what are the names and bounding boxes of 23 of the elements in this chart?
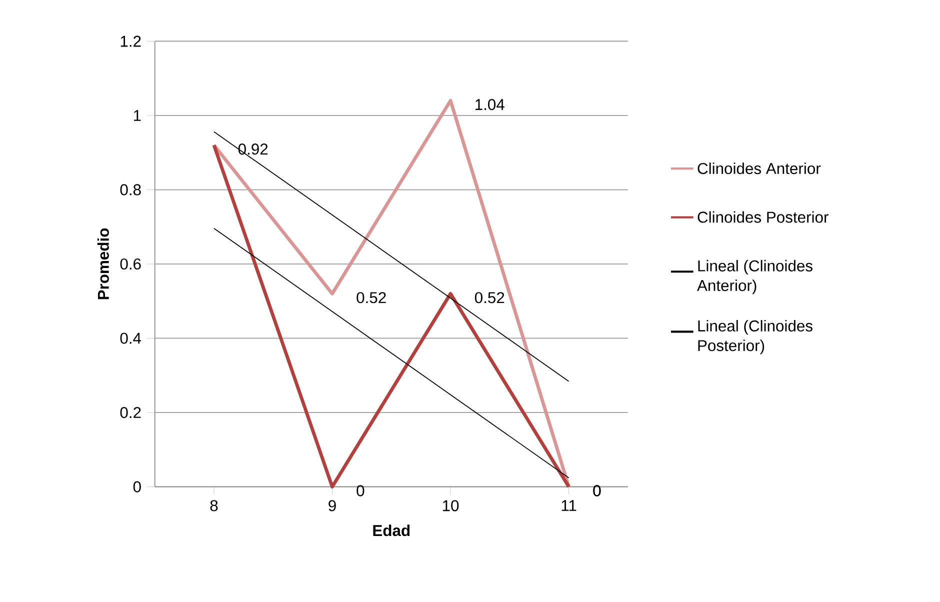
legend-label: Clinoides Posterior — [698, 211, 828, 223]
y-tick-label: 0.6 — [120, 258, 141, 270]
x-tick-label: 8 — [210, 500, 218, 512]
legend-label: Clinoides Anterior — [698, 162, 821, 174]
data-label: 0.52 — [474, 292, 504, 304]
x-tick-label: 9 — [328, 500, 336, 512]
legend-label: Lineal (Clinoides Anterior) — [697, 260, 812, 294]
data-label: 0.92 — [238, 144, 268, 155]
x-tick-label: 10 — [442, 500, 459, 512]
y-tick-label: 1.2 — [120, 36, 141, 47]
data-label: 0 — [356, 485, 364, 496]
y-axis-title: Promedio — [97, 228, 109, 300]
legend-label: Lineal (Clinoides Posterior) — [698, 320, 812, 354]
y-tick-label: 0.2 — [120, 407, 141, 418]
x-axis-title: Edad — [373, 524, 410, 536]
y-tick-label: 0 — [133, 481, 141, 493]
data-label: 1.04 — [476, 99, 504, 110]
data-label: 0.52 — [356, 292, 386, 304]
y-tick-label: 0.4 — [120, 332, 142, 344]
x-tick-label: 11 — [562, 500, 576, 512]
data-label: 0 — [593, 485, 601, 496]
y-tick-label: 1 — [134, 110, 141, 122]
y-tick-label: 0.8 — [120, 184, 141, 196]
